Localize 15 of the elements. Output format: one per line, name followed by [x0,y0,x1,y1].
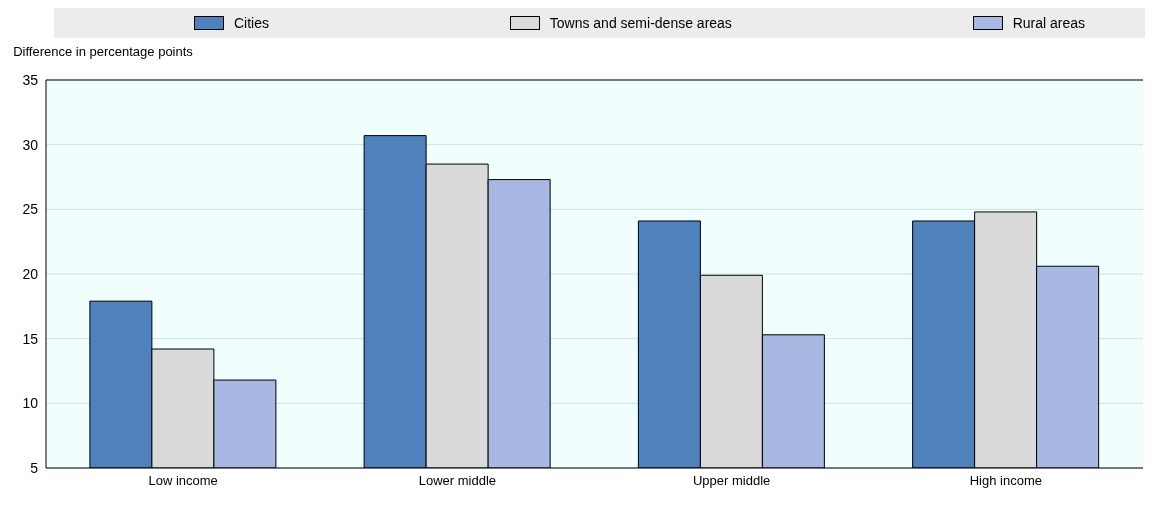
legend-label: Cities [234,15,270,31]
y-tick-label: 5 [30,459,39,476]
y-tick-label: 20 [22,265,39,282]
legend-label: Rural areas [1012,15,1085,31]
x-tick-label: Lower middle [418,473,497,489]
y-tick-label: 10 [22,395,39,412]
x-tick-label: High income [969,473,1043,489]
y-tick-label: 25 [22,201,39,218]
x-tick-label: Upper middle [692,473,771,489]
y-axis-title: Difference in percentage points [13,44,193,59]
y-tick-label: 30 [22,136,39,153]
legend-label: Towns and semi-dense areas [549,15,732,31]
x-tick-label: Low income [148,473,218,489]
y-tick-label: 15 [22,330,39,347]
y-tick-label: 35 [22,71,39,88]
